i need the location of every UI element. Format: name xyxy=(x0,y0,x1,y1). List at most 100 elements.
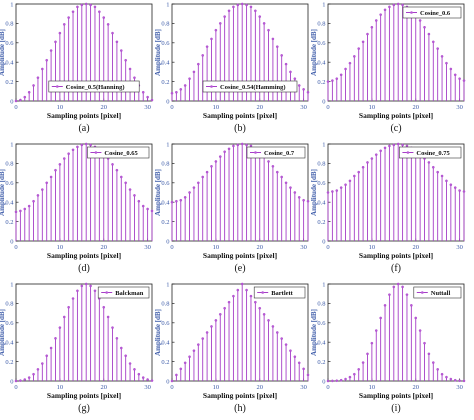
stem-marker xyxy=(188,77,191,80)
legend-box xyxy=(253,286,306,299)
panel-caption: (h) xyxy=(234,403,246,414)
x-tick-label: 0 xyxy=(14,104,17,111)
stem-marker xyxy=(183,361,187,365)
stem-marker xyxy=(141,90,145,94)
stem-marker xyxy=(275,331,279,334)
axes-box xyxy=(171,283,309,382)
stem-marker xyxy=(14,210,18,214)
panel-caption: (g) xyxy=(78,403,90,414)
y-tick-label: 0.6 xyxy=(161,40,170,47)
stem-marker xyxy=(431,361,435,364)
stem-marker xyxy=(357,368,361,371)
stem-marker xyxy=(245,3,248,7)
stem-marker xyxy=(458,189,461,192)
stem-marker xyxy=(179,88,183,91)
stem-marker xyxy=(297,361,301,365)
stem-marker xyxy=(410,304,413,307)
legend-box xyxy=(413,286,462,299)
stem-marker xyxy=(71,297,75,300)
stem-marker xyxy=(106,315,110,319)
legend-box xyxy=(87,146,150,159)
stem-marker xyxy=(93,289,97,293)
stem-marker xyxy=(284,343,288,346)
x-tick-label: 0 xyxy=(326,244,329,251)
stem-marker xyxy=(84,282,88,286)
stem-marker xyxy=(218,313,222,316)
x-tick-label: 0 xyxy=(326,104,329,111)
stem-marker xyxy=(62,23,66,26)
stem-marker xyxy=(449,377,453,381)
stem-marker xyxy=(326,80,330,83)
y-tick-label: 0.4 xyxy=(5,340,14,347)
x-tick-label: 30 xyxy=(300,104,307,111)
y-tick-label: 0.2 xyxy=(161,219,169,226)
x-tick-label: 0 xyxy=(170,244,173,251)
stem-marker xyxy=(339,186,343,189)
legend-label: Cosine_0.5(Hanning) xyxy=(66,84,125,91)
x-tick-label: 30 xyxy=(456,104,463,111)
stem-marker xyxy=(210,165,213,168)
panel-caption: (d) xyxy=(78,263,90,274)
y-tick-label: 0 xyxy=(166,378,169,385)
stem-marker xyxy=(133,194,136,197)
stem-marker xyxy=(361,40,365,44)
stem-marker xyxy=(339,73,343,77)
stem-marker xyxy=(49,49,53,52)
stem-marker xyxy=(306,90,310,94)
stem-marker xyxy=(258,306,262,310)
stem-marker xyxy=(401,285,404,289)
y-tick-label: 0 xyxy=(166,98,169,105)
stem-marker xyxy=(111,31,114,35)
stem-marker xyxy=(262,22,266,25)
stem-marker xyxy=(245,143,248,147)
x-tick-label: 10 xyxy=(213,244,220,251)
stem-marker xyxy=(232,294,235,298)
stem-marker xyxy=(262,313,266,316)
panel-caption: (f) xyxy=(391,263,401,274)
x-tick-label: 20 xyxy=(256,244,263,251)
stem-marker xyxy=(205,170,209,174)
axes-box xyxy=(171,3,309,102)
stem-marker xyxy=(254,9,257,13)
stem-marker xyxy=(111,163,114,166)
axes-box xyxy=(171,143,309,242)
stem-marker xyxy=(458,379,461,383)
stem-marker xyxy=(348,179,352,183)
stem-marker xyxy=(344,67,347,71)
stem-marker xyxy=(14,99,18,103)
stem-marker xyxy=(392,143,396,147)
stem-marker xyxy=(240,142,244,146)
stem-marker xyxy=(462,79,466,82)
stem-marker xyxy=(280,337,283,340)
legend-box xyxy=(246,146,306,159)
stem-marker xyxy=(353,55,356,58)
legend-box xyxy=(97,286,150,299)
x-tick-label: 30 xyxy=(456,244,463,251)
y-tick-label: 0.4 xyxy=(161,340,170,347)
x-tick-label: 20 xyxy=(256,384,263,391)
stem-marker xyxy=(440,372,444,376)
stem-marker xyxy=(41,362,44,365)
y-tick-label: 0.4 xyxy=(317,60,326,67)
stem-marker xyxy=(115,168,119,172)
y-tick-label: 0 xyxy=(10,98,13,105)
stem-marker xyxy=(214,160,218,163)
x-axis-label: Sampling points [pixel] xyxy=(359,111,433,120)
x-tick-label: 20 xyxy=(412,104,419,111)
stem-marker xyxy=(462,190,466,193)
x-tick-label: 20 xyxy=(412,244,419,251)
stem-marker xyxy=(179,198,183,202)
stem-marker xyxy=(183,84,187,87)
stem-marker xyxy=(133,368,136,371)
y-tick-label: 0.8 xyxy=(5,161,13,168)
stem-marker xyxy=(249,294,253,298)
stem-marker xyxy=(170,379,174,383)
stem-marker xyxy=(192,349,196,352)
stem-marker xyxy=(302,367,305,371)
stem-marker xyxy=(141,204,145,208)
stem-marker xyxy=(188,191,191,194)
stem-marker xyxy=(32,372,35,376)
stem-marker xyxy=(405,293,409,296)
legend: Nuttall xyxy=(413,286,462,299)
